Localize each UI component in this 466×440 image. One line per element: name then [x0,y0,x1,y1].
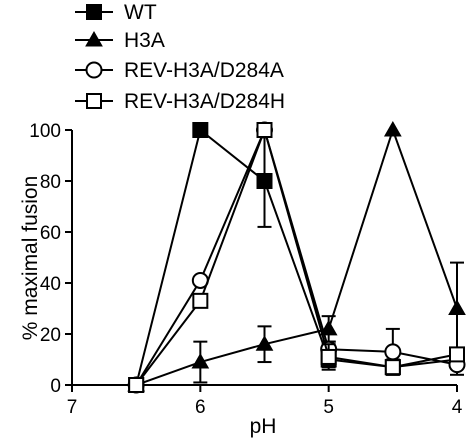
data-point [191,353,210,369]
legend-label: REV-H3A/D284H [124,90,285,113]
legend-label: WT [124,1,157,24]
legend-label: H3A [124,29,165,52]
series-line [135,126,458,386]
x-axis-title: pH [250,415,277,438]
series-h3a [127,120,466,392]
data-point [256,173,273,189]
legend-entry: WT [75,1,157,24]
x-tick-label: 7 [67,397,78,418]
series-line [135,126,458,386]
y-axis-title: % maximal fusion [19,176,42,341]
x-tick-label: 6 [195,397,206,418]
y-tick-label: 20 [40,325,61,346]
data-point [128,377,145,393]
series-rev-h3a-d284h [128,122,465,393]
data-point [448,299,466,315]
axes: 0 20 40 60 80 100 7 6 5 4 [29,121,462,418]
legend-marker [86,93,102,109]
legend: WT H3A REV-H3A/D284A REV-H3A/D284H [75,1,285,113]
data-point [192,292,209,309]
data-point [383,120,402,137]
legend-entry: REV-H3A/D284A [75,59,284,82]
data-point [256,122,273,138]
series-rev-h3a-d284a [127,121,466,394]
legend-marker [86,4,102,20]
x-tick-label: 5 [323,397,334,418]
data-point [384,343,402,361]
data-point [384,359,401,376]
series-wt [128,122,465,393]
data-point [320,348,337,365]
y-tick-label: 0 [50,376,61,397]
x-tick-label: 4 [452,397,463,418]
y-tick-label: 40 [40,274,61,295]
legend-marker [85,30,103,47]
series-line [135,128,458,386]
series-line [135,127,458,386]
y-tick-label: 100 [29,121,61,142]
legend-entry: H3A [75,29,165,52]
series-layer [127,120,466,394]
legend-label: REV-H3A/D284A [124,59,284,82]
legend-entry: REV-H3A/D284H [75,90,285,113]
data-point [449,346,465,363]
data-point [255,335,274,351]
data-point [192,122,209,138]
data-point [319,319,338,336]
legend-marker [85,61,103,79]
y-tick-label: 60 [40,223,61,244]
y-tick-label: 80 [40,172,61,193]
